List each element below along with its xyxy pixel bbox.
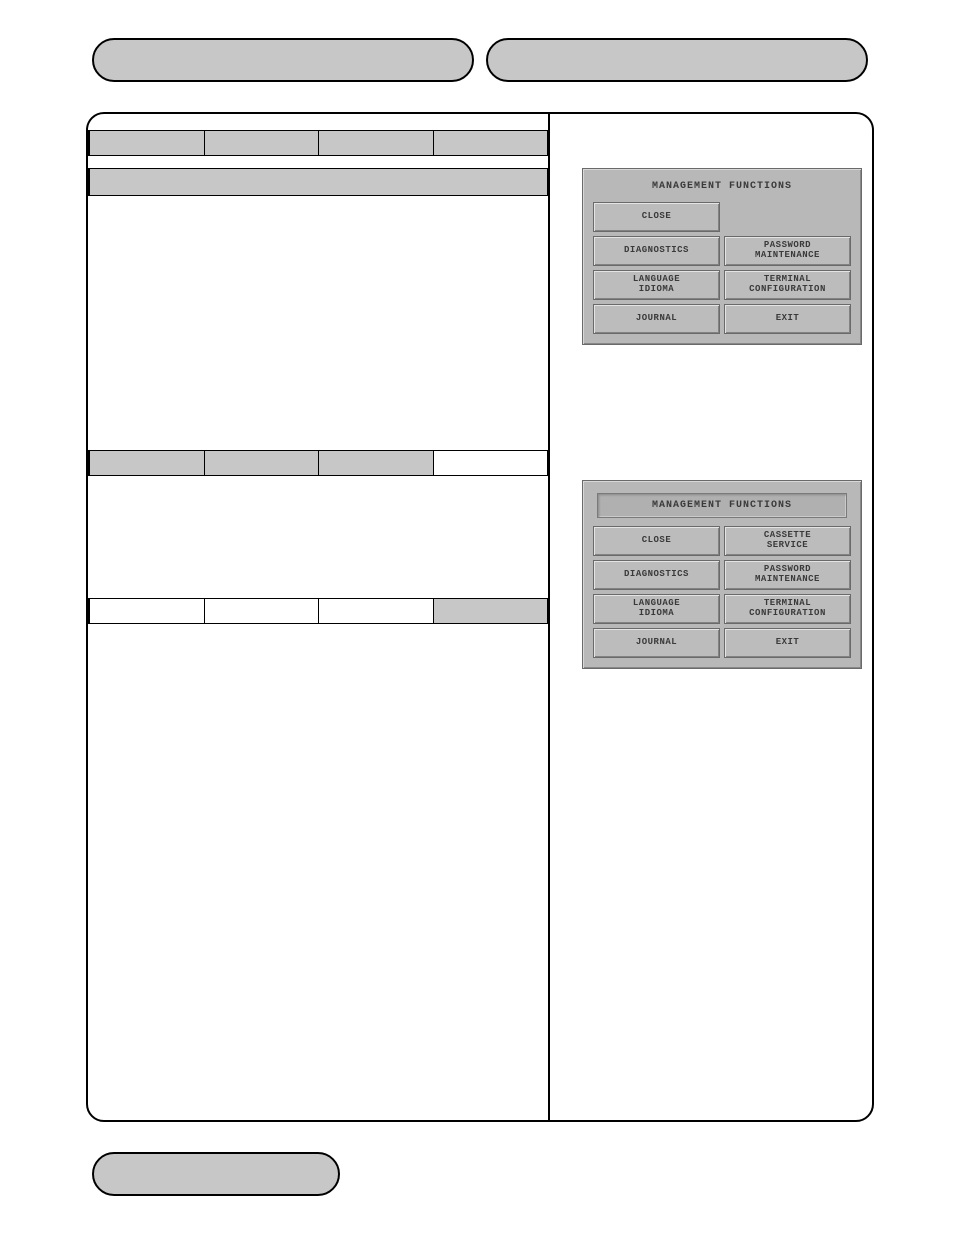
close-button[interactable]: CLOSE xyxy=(593,202,720,232)
management-panel-1: MANAGEMENT FUNCTIONS CLOSE DIAGNOSTICS P… xyxy=(582,168,862,345)
password-maintenance-button[interactable]: PASSWORD MAINTENANCE xyxy=(724,560,851,590)
cassette-service-button[interactable]: CASSETTE SERVICE xyxy=(724,526,851,556)
tab-cell xyxy=(205,450,320,476)
journal-button[interactable]: JOURNAL xyxy=(593,628,720,658)
title-bar xyxy=(88,168,548,196)
panel-title: MANAGEMENT FUNCTIONS xyxy=(593,181,851,192)
tab-cell xyxy=(88,450,205,476)
footer-pill xyxy=(92,1152,340,1196)
diagnostics-button[interactable]: DIAGNOSTICS xyxy=(593,560,720,590)
tab-cell xyxy=(88,598,205,624)
diagnostics-button[interactable]: DIAGNOSTICS xyxy=(593,236,720,266)
exit-button[interactable]: EXIT xyxy=(724,304,851,334)
button-grid: CLOSE DIAGNOSTICS PASSWORD MAINTENANCE L… xyxy=(593,202,851,334)
tab-cell xyxy=(88,130,205,156)
tab-cell xyxy=(205,598,320,624)
language-button[interactable]: LANGUAGE IDIOMA xyxy=(593,270,720,300)
journal-button[interactable]: JOURNAL xyxy=(593,304,720,334)
tab-cell xyxy=(434,598,549,624)
tab-cell xyxy=(319,450,434,476)
terminal-configuration-button[interactable]: TERMINAL CONFIGURATION xyxy=(724,270,851,300)
tab-cell xyxy=(434,130,549,156)
tab-row-2 xyxy=(88,450,548,476)
header-pill-left xyxy=(92,38,474,82)
main-frame: MANAGEMENT FUNCTIONS CLOSE DIAGNOSTICS P… xyxy=(86,112,874,1122)
tab-cell xyxy=(205,130,320,156)
vertical-divider xyxy=(548,114,550,1120)
password-maintenance-button[interactable]: PASSWORD MAINTENANCE xyxy=(724,236,851,266)
tab-cell xyxy=(319,598,434,624)
panel-title: MANAGEMENT FUNCTIONS xyxy=(597,493,847,518)
close-button[interactable]: CLOSE xyxy=(593,526,720,556)
header-pill-right xyxy=(486,38,868,82)
terminal-configuration-button[interactable]: TERMINAL CONFIGURATION xyxy=(724,594,851,624)
button-grid: CLOSE CASSETTE SERVICE DIAGNOSTICS PASSW… xyxy=(593,526,851,658)
tab-cell xyxy=(319,130,434,156)
exit-button[interactable]: EXIT xyxy=(724,628,851,658)
tab-row-3 xyxy=(88,598,548,624)
language-button[interactable]: LANGUAGE IDIOMA xyxy=(593,594,720,624)
tab-row-1 xyxy=(88,130,548,156)
tab-cell xyxy=(434,450,549,476)
management-panel-2: MANAGEMENT FUNCTIONS CLOSE CASSETTE SERV… xyxy=(582,480,862,669)
